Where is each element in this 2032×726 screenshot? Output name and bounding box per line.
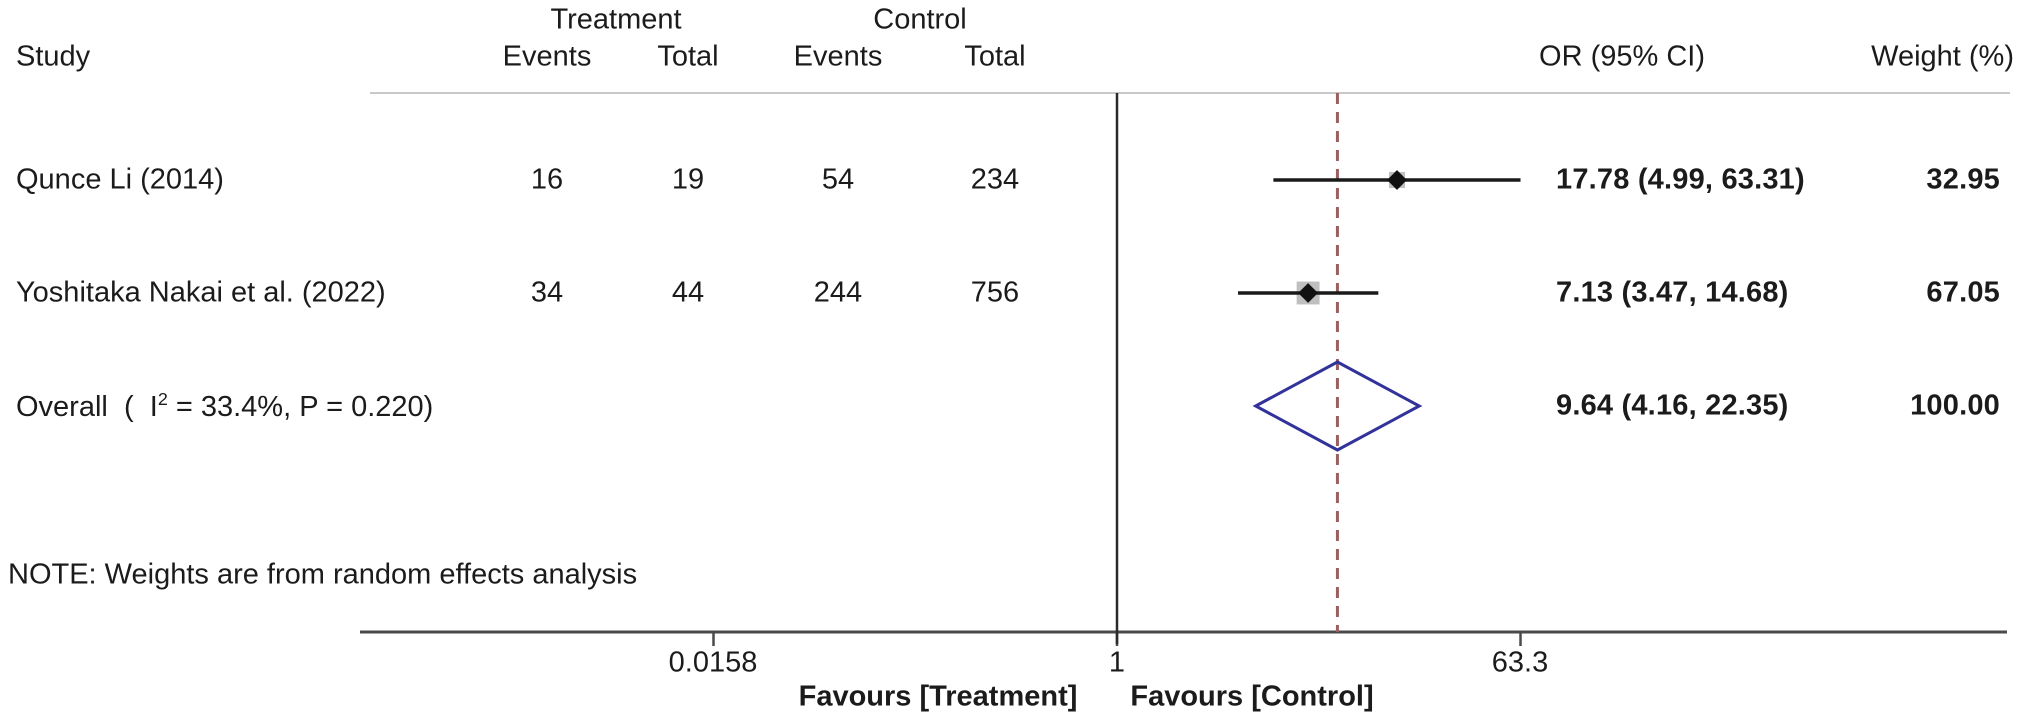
cell-c-total: 756 <box>970 276 1020 309</box>
column-header-or-ci: OR (95% CI) <box>1539 40 1705 73</box>
cell-t-events: 16 <box>530 163 564 196</box>
favours-treatment-label: Favours [Treatment] <box>798 680 1078 713</box>
column-header-c-events: Events <box>793 40 883 73</box>
point-estimate-marker <box>1387 170 1407 190</box>
cell-t-events: 34 <box>530 276 564 309</box>
overall-label-superscript: 2 <box>157 389 168 410</box>
overall-weight: 100.00 <box>1910 389 2000 422</box>
cell-c-events: 54 <box>821 163 855 196</box>
column-header-t-events: Events <box>502 40 592 73</box>
overall-label-prefix: Overall ( I <box>16 390 158 423</box>
group-header-control: Control <box>873 3 967 36</box>
overall-diamond <box>1252 360 1423 452</box>
cell-or-ci: 17.78 (4.99, 63.31) <box>1556 163 1805 196</box>
column-header-study: Study <box>16 40 91 73</box>
group-header-treatment: Treatment <box>550 3 682 36</box>
cell-weight: 67.05 <box>1926 276 2000 309</box>
study-label: Qunce Li (2014) <box>16 163 224 196</box>
cell-t-total: 44 <box>671 276 705 309</box>
column-header-t-total: Total <box>657 40 719 73</box>
favours-control-label: Favours [Control] <box>1130 680 1374 713</box>
note-text: NOTE: Weights are from random effects an… <box>8 558 638 591</box>
axis-tick-label-max: 63.3 <box>1491 646 1549 679</box>
cell-c-total: 234 <box>970 163 1020 196</box>
column-header-c-total: Total <box>964 40 1026 73</box>
cell-or-ci: 7.13 (3.47, 14.68) <box>1556 276 1789 309</box>
column-header-weight: Weight (%) <box>1871 40 2014 73</box>
study-label: Yoshitaka Nakai et al. (2022) <box>16 276 386 309</box>
axis-tick-label-min: 0.0158 <box>668 646 758 679</box>
cell-c-events: 244 <box>813 276 863 309</box>
overall-label: Overall ( I2 = 33.4%, P = 0.220) <box>16 390 433 422</box>
point-estimate-marker <box>1298 283 1318 303</box>
overall-or-ci: 9.64 (4.16, 22.35) <box>1556 389 1789 422</box>
cell-t-total: 19 <box>671 163 705 196</box>
axis-tick-label-null: 1 <box>1108 646 1126 679</box>
cell-weight: 32.95 <box>1926 163 2000 196</box>
overall-label-suffix: = 33.4%, P = 0.220) <box>167 390 434 423</box>
